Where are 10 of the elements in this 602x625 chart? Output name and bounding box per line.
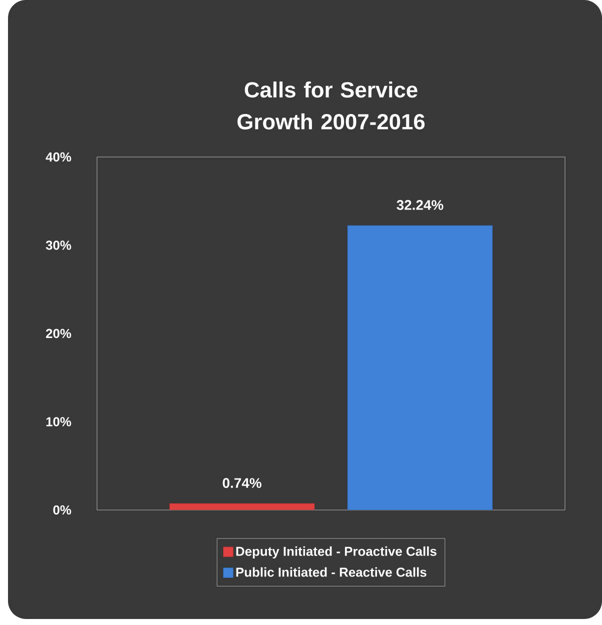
y-tick-label: 30% (46, 240, 72, 250)
data-label: 0.74% (222, 478, 262, 488)
legend-label: Public Initiated - Reactive Calls (236, 567, 426, 577)
y-tick-label: 0% (53, 505, 72, 515)
data-label: 32.24% (396, 200, 444, 210)
legend-label: Deputy Initiated - Proactive Calls (236, 546, 436, 558)
y-tick-label: 20% (46, 328, 72, 338)
y-tick-label: 40% (46, 152, 72, 162)
y-tick-label: 10% (46, 417, 72, 426)
chart-title: Calls for Service Growth 2007-2016 (237, 82, 425, 130)
